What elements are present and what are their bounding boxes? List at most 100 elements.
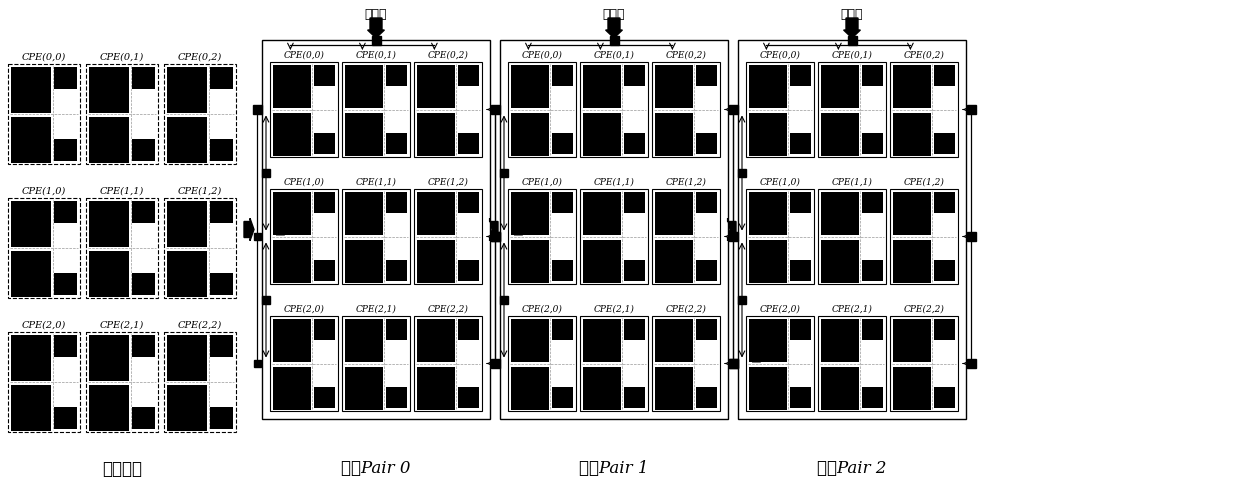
Bar — [314, 387, 335, 408]
Bar — [966, 359, 976, 368]
Bar — [790, 260, 811, 281]
Text: CPE(2,1): CPE(2,1) — [100, 321, 144, 330]
Text: CPE(1,1): CPE(1,1) — [832, 178, 873, 187]
Bar — [273, 113, 311, 155]
Bar — [314, 319, 335, 340]
Bar — [746, 189, 813, 284]
Bar — [345, 367, 383, 409]
Bar — [500, 296, 508, 304]
Bar — [345, 65, 383, 108]
Bar — [491, 360, 498, 367]
Bar — [342, 316, 410, 411]
Bar — [164, 332, 236, 432]
Bar — [167, 201, 207, 246]
Bar — [458, 260, 479, 281]
Bar — [342, 189, 410, 284]
Text: CPE(0,0): CPE(0,0) — [522, 51, 563, 60]
Bar — [821, 65, 858, 108]
Bar — [458, 133, 479, 154]
Bar — [210, 273, 233, 295]
Bar — [458, 319, 479, 340]
Bar — [133, 335, 155, 357]
Text: 行广播: 行广播 — [841, 8, 863, 21]
Bar — [738, 296, 746, 304]
Bar — [11, 385, 51, 430]
Bar — [414, 62, 482, 157]
Bar — [696, 319, 717, 340]
Bar — [314, 65, 335, 86]
Bar — [89, 117, 129, 162]
Text: CPE(1,1): CPE(1,1) — [356, 178, 397, 187]
Text: CPE(1,0): CPE(1,0) — [760, 178, 801, 187]
Text: CPE(2,2): CPE(2,2) — [428, 305, 469, 314]
Bar — [417, 367, 455, 409]
Bar — [458, 387, 479, 408]
Bar — [749, 113, 786, 155]
Bar — [314, 133, 335, 154]
Bar — [167, 335, 207, 380]
Bar — [890, 316, 959, 411]
Bar — [821, 113, 858, 155]
Bar — [342, 62, 410, 157]
Bar — [696, 65, 717, 86]
Text: CPE(1,1): CPE(1,1) — [100, 187, 144, 196]
Text: CPE(2,1): CPE(2,1) — [356, 305, 397, 314]
Bar — [552, 192, 573, 213]
Bar — [55, 139, 77, 161]
Bar — [167, 117, 207, 162]
Text: CPE(1,2): CPE(1,2) — [177, 187, 222, 196]
Bar — [491, 232, 500, 241]
Bar — [270, 316, 339, 411]
Bar — [696, 192, 717, 213]
Bar — [729, 359, 738, 368]
Text: 列广播: 列广播 — [513, 218, 523, 235]
Bar — [417, 65, 455, 108]
Bar — [790, 319, 811, 340]
Bar — [729, 106, 737, 113]
Bar — [133, 67, 155, 89]
Text: 初始状态: 初始状态 — [102, 460, 143, 478]
Bar — [511, 65, 548, 108]
Bar — [934, 192, 955, 213]
Bar — [818, 189, 887, 284]
Text: CPE(2,0): CPE(2,0) — [522, 305, 563, 314]
Bar — [500, 169, 508, 177]
Bar — [729, 359, 738, 368]
Bar — [386, 133, 407, 154]
Bar — [11, 67, 51, 113]
Bar — [55, 335, 77, 357]
Bar — [89, 67, 129, 113]
Bar — [11, 251, 51, 297]
Bar — [417, 113, 455, 155]
Bar — [491, 105, 500, 114]
Bar — [552, 319, 573, 340]
Text: 行广播: 行广播 — [365, 8, 387, 21]
Bar — [934, 133, 955, 154]
Bar — [746, 62, 813, 157]
Bar — [86, 332, 157, 432]
Bar — [729, 233, 737, 240]
Bar — [7, 64, 81, 164]
Text: CPE(1,2): CPE(1,2) — [666, 178, 707, 187]
Bar — [966, 105, 976, 114]
Text: CPE(1,2): CPE(1,2) — [904, 178, 945, 187]
Bar — [552, 260, 573, 281]
Bar — [862, 319, 883, 340]
Bar — [552, 387, 573, 408]
Text: CPE(1,0): CPE(1,0) — [284, 178, 325, 187]
Bar — [580, 316, 649, 411]
Bar — [133, 407, 155, 429]
Bar — [55, 407, 77, 429]
Bar — [847, 36, 857, 45]
Text: CPE(2,2): CPE(2,2) — [177, 321, 222, 330]
Bar — [610, 36, 619, 45]
Bar — [89, 385, 129, 430]
Bar — [893, 113, 931, 155]
Bar — [583, 113, 621, 155]
Bar — [583, 192, 621, 235]
Bar — [7, 198, 81, 298]
Bar — [417, 319, 455, 362]
Bar — [210, 139, 233, 161]
Text: 列广播: 列广播 — [751, 345, 761, 362]
Text: CPE(2,1): CPE(2,1) — [594, 305, 635, 314]
